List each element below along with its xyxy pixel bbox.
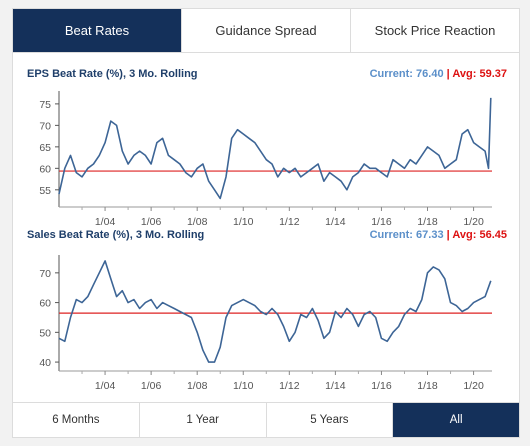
sales-avg-label: Avg: [452, 229, 477, 241]
eps-x-tick-label: 1/08 [187, 216, 208, 228]
tab-beat-rates[interactable]: Beat Rates [13, 9, 182, 52]
eps-x-tick-label: 1/06 [141, 216, 162, 228]
eps-y-tick-label: 65 [39, 142, 51, 154]
eps-x-tick-label: 1/12 [279, 216, 300, 228]
range-6-months[interactable]: 6 Months [13, 403, 140, 437]
eps-chart-title: EPS Beat Rate (%), 3 Mo. Rolling [27, 68, 198, 80]
sales-beat-rate-chart: 40 50 60 70 1/04 1/06 1/08 1/10 1/12 1/14 1/16 1/18… [39, 255, 492, 392]
tab-bar: Beat Rates Guidance Spread Stock Price R… [13, 9, 519, 53]
range-5-years[interactable]: 5 Years [267, 403, 394, 437]
sales-x-tick-label: 1/10 [233, 380, 254, 392]
eps-x-tick-label: 1/04 [95, 216, 116, 228]
range-1-year[interactable]: 1 Year [140, 403, 267, 437]
sales-chart-header: Sales Beat Rate (%), 3 Mo. Rolling Curre… [13, 229, 519, 245]
eps-x-tick-label: 1/18 [417, 216, 438, 228]
eps-chart-stats: Current: 76.40 | Avg: 59.37 [370, 68, 507, 80]
sales-x-tick-label: 1/20 [463, 380, 484, 392]
sales-x-tick-label: 1/06 [141, 380, 162, 392]
sales-y-tick-label: 70 [39, 268, 51, 280]
sales-x-tick-label: 1/12 [279, 380, 300, 392]
sales-current-value: 67.33 [416, 229, 444, 241]
eps-chart-header: EPS Beat Rate (%), 3 Mo. Rolling Current… [13, 68, 519, 84]
sales-y-tick-label: 60 [39, 298, 51, 310]
sales-stats-separator: | [446, 229, 450, 241]
sales-chart-stats: Current: 67.33 | Avg: 56.45 [370, 229, 507, 241]
time-range-bar: 6 Months 1 Year 5 Years All [13, 402, 519, 437]
eps-x-tick-label: 1/14 [325, 216, 346, 228]
beat-rates-widget: Beat Rates Guidance Spread Stock Price R… [12, 8, 520, 438]
sales-avg-value: 56.45 [479, 229, 507, 241]
sales-x-tick-label: 1/16 [371, 380, 392, 392]
sales-x-tick-label: 1/08 [187, 380, 208, 392]
eps-stats-separator: | [446, 68, 450, 80]
tab-stock-price-reaction[interactable]: Stock Price Reaction [351, 9, 519, 52]
eps-y-tick-label: 55 [39, 185, 51, 197]
eps-x-tick-label: 1/20 [463, 216, 484, 228]
eps-avg-label: Avg: [452, 68, 477, 80]
eps-series-line [58, 97, 492, 200]
eps-y-tick-label: 70 [39, 120, 51, 132]
eps-y-tick-label: 60 [39, 163, 51, 175]
eps-beat-rate-chart: 55 60 65 70 75 1/04 1/06 1/08 1/10 1/12 1/14 1/16 1/… [39, 91, 492, 228]
sales-chart-title: Sales Beat Rate (%), 3 Mo. Rolling [27, 229, 205, 241]
sales-y-tick-label: 50 [39, 327, 51, 339]
sales-x-tick-label: 1/14 [325, 380, 346, 392]
eps-current-value: 76.40 [416, 68, 444, 80]
tab-guidance-spread[interactable]: Guidance Spread [182, 9, 351, 52]
range-all[interactable]: All [393, 403, 519, 437]
sales-series-line [58, 260, 492, 363]
sales-y-tick-label: 40 [39, 357, 51, 369]
eps-y-tick-label: 75 [39, 99, 51, 111]
sales-x-tick-label: 1/18 [417, 380, 438, 392]
eps-x-tick-label: 1/10 [233, 216, 254, 228]
eps-x-tick-label: 1/16 [371, 216, 392, 228]
eps-avg-value: 59.37 [479, 68, 507, 80]
eps-current-label: Current: [369, 68, 413, 80]
sales-x-tick-label: 1/04 [95, 380, 116, 392]
sales-current-label: Current: [369, 229, 413, 241]
